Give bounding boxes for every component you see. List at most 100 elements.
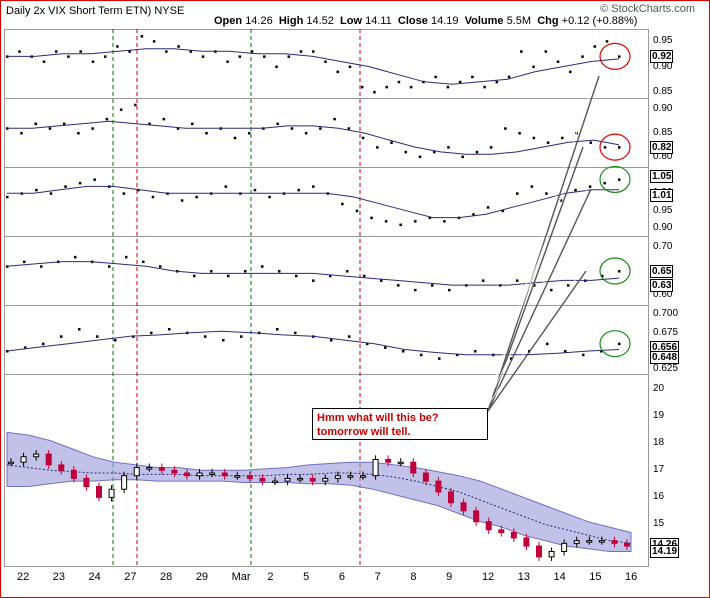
- pnf-dot: [545, 192, 548, 195]
- pnf-dot: [329, 274, 332, 278]
- pnf-dot: [152, 40, 156, 43]
- annotation-arrow-highlight: [484, 186, 589, 410]
- y-tick-label: 20: [653, 383, 665, 395]
- pnf-dot: [446, 85, 450, 89]
- pnf-dot: [180, 199, 184, 202]
- pnf-dot: [518, 132, 521, 135]
- candle-body: [422, 472, 429, 482]
- pnf-dot: [253, 188, 257, 192]
- pnf-dot: [483, 85, 486, 89]
- pnf-dot: [336, 70, 339, 74]
- x-tick-label: 12: [481, 571, 495, 583]
- y-tick-label: 0.625: [653, 363, 679, 375]
- pnf-dot: [159, 265, 162, 268]
- pnf-dot: [204, 335, 207, 338]
- y-tick-label: 0.70: [653, 241, 673, 253]
- current-value: 0.82: [650, 141, 674, 155]
- annotation-arrow: [487, 75, 600, 412]
- candle-body: [158, 467, 165, 471]
- pnf-dot: [360, 85, 364, 89]
- pnf-dot: [276, 122, 279, 126]
- pnf-dot: [532, 136, 536, 140]
- pnf-dot: [363, 274, 366, 278]
- pnf-dot: [600, 350, 603, 353]
- pnf-dot: [78, 181, 82, 185]
- candle-body: [624, 542, 630, 547]
- red-circle-marker: [599, 133, 631, 161]
- candle-body: [548, 550, 555, 558]
- pnf-dot: [489, 146, 493, 149]
- x-tick-label: 2: [267, 571, 274, 583]
- pnf-dot: [224, 185, 228, 188]
- x-tick-label: 7: [374, 571, 381, 583]
- pnf-dot: [195, 195, 198, 199]
- pnf-dot: [295, 274, 298, 278]
- candle-body: [460, 502, 467, 512]
- pnf-dot: [530, 185, 534, 188]
- candle-body: [184, 472, 190, 477]
- pnf-dot: [355, 209, 359, 213]
- x-tick-label: 13: [517, 571, 530, 583]
- pnf-dot: [193, 274, 196, 278]
- pnf-dot: [486, 206, 490, 209]
- red-circle-marker: [599, 42, 631, 70]
- pnf-dot: [176, 127, 180, 130]
- pnf-dot: [564, 350, 567, 353]
- x-tick-label: 15: [589, 571, 602, 583]
- chart-header: Daily 2x VIX Short Term ETN) NYSE Open 1…: [1, 1, 709, 27]
- current-value-high: 0.656: [650, 340, 680, 354]
- current-value-high: 1.05: [650, 169, 674, 183]
- candle-body: [523, 537, 530, 547]
- pnf-dot: [108, 265, 111, 268]
- pnf-dot: [67, 55, 70, 58]
- candle-body: [70, 469, 77, 479]
- x-tick-label: 29: [195, 571, 209, 583]
- pnf-dot: [226, 60, 229, 63]
- pnf-dot: [105, 117, 109, 121]
- pnf-dot: [238, 55, 242, 58]
- y-tick-label: 17: [653, 464, 665, 476]
- y-tick-label: 0.95: [653, 204, 673, 216]
- pnf-dot: [581, 55, 584, 58]
- annotation-arrow: [487, 188, 592, 412]
- pnf-dot: [373, 90, 376, 94]
- candle-body: [385, 458, 392, 463]
- candle-body: [397, 461, 404, 465]
- pnf-dot: [162, 117, 166, 121]
- pnf-dot: [482, 279, 485, 282]
- x-tick-label: 14: [553, 571, 566, 583]
- pnf-dot: [593, 45, 597, 48]
- y-tick-label: 0.675: [653, 326, 679, 338]
- candle-body: [108, 488, 115, 498]
- x-tick-label: 22: [17, 571, 30, 583]
- ohlc-readout: Open 14.26 High 14.52 Low 14.11 Close 14…: [214, 15, 638, 27]
- pnf-dot: [42, 60, 46, 63]
- pnf-dot: [54, 50, 58, 53]
- annotation-box: Hmm what will this be? tomorrow will tel…: [312, 408, 488, 440]
- candle-body: [221, 472, 228, 477]
- pnf-dot: [60, 335, 63, 338]
- pnf-dot: [125, 255, 128, 259]
- current-value: 14.19: [650, 545, 680, 559]
- y-tick-label: 0.85: [653, 127, 673, 138]
- x-tick-label: 8: [410, 571, 417, 583]
- x-tick-label: 16: [625, 571, 638, 583]
- pnf-dot: [42, 342, 45, 346]
- pnf-dot: [546, 342, 549, 346]
- candle-body: [573, 540, 580, 544]
- pnf-dot: [432, 150, 436, 154]
- pnf-dot: [74, 255, 77, 259]
- pnf-dot: [347, 127, 351, 130]
- pnf-dot: [458, 80, 462, 84]
- pnf-moving-average: [7, 48, 620, 85]
- pnf-dot: [304, 132, 308, 135]
- pnf-dot: [240, 335, 243, 338]
- annotation-line-2: tomorrow will tell.: [317, 426, 411, 438]
- y-tick-label: 0.90: [653, 60, 673, 72]
- pnf-dot: [205, 132, 208, 135]
- pnf-dot: [380, 279, 383, 282]
- pnf-dot: [150, 331, 153, 335]
- pnf-dot: [79, 50, 82, 53]
- pnf-dot: [49, 192, 53, 195]
- x-tick-label: 28: [160, 571, 173, 583]
